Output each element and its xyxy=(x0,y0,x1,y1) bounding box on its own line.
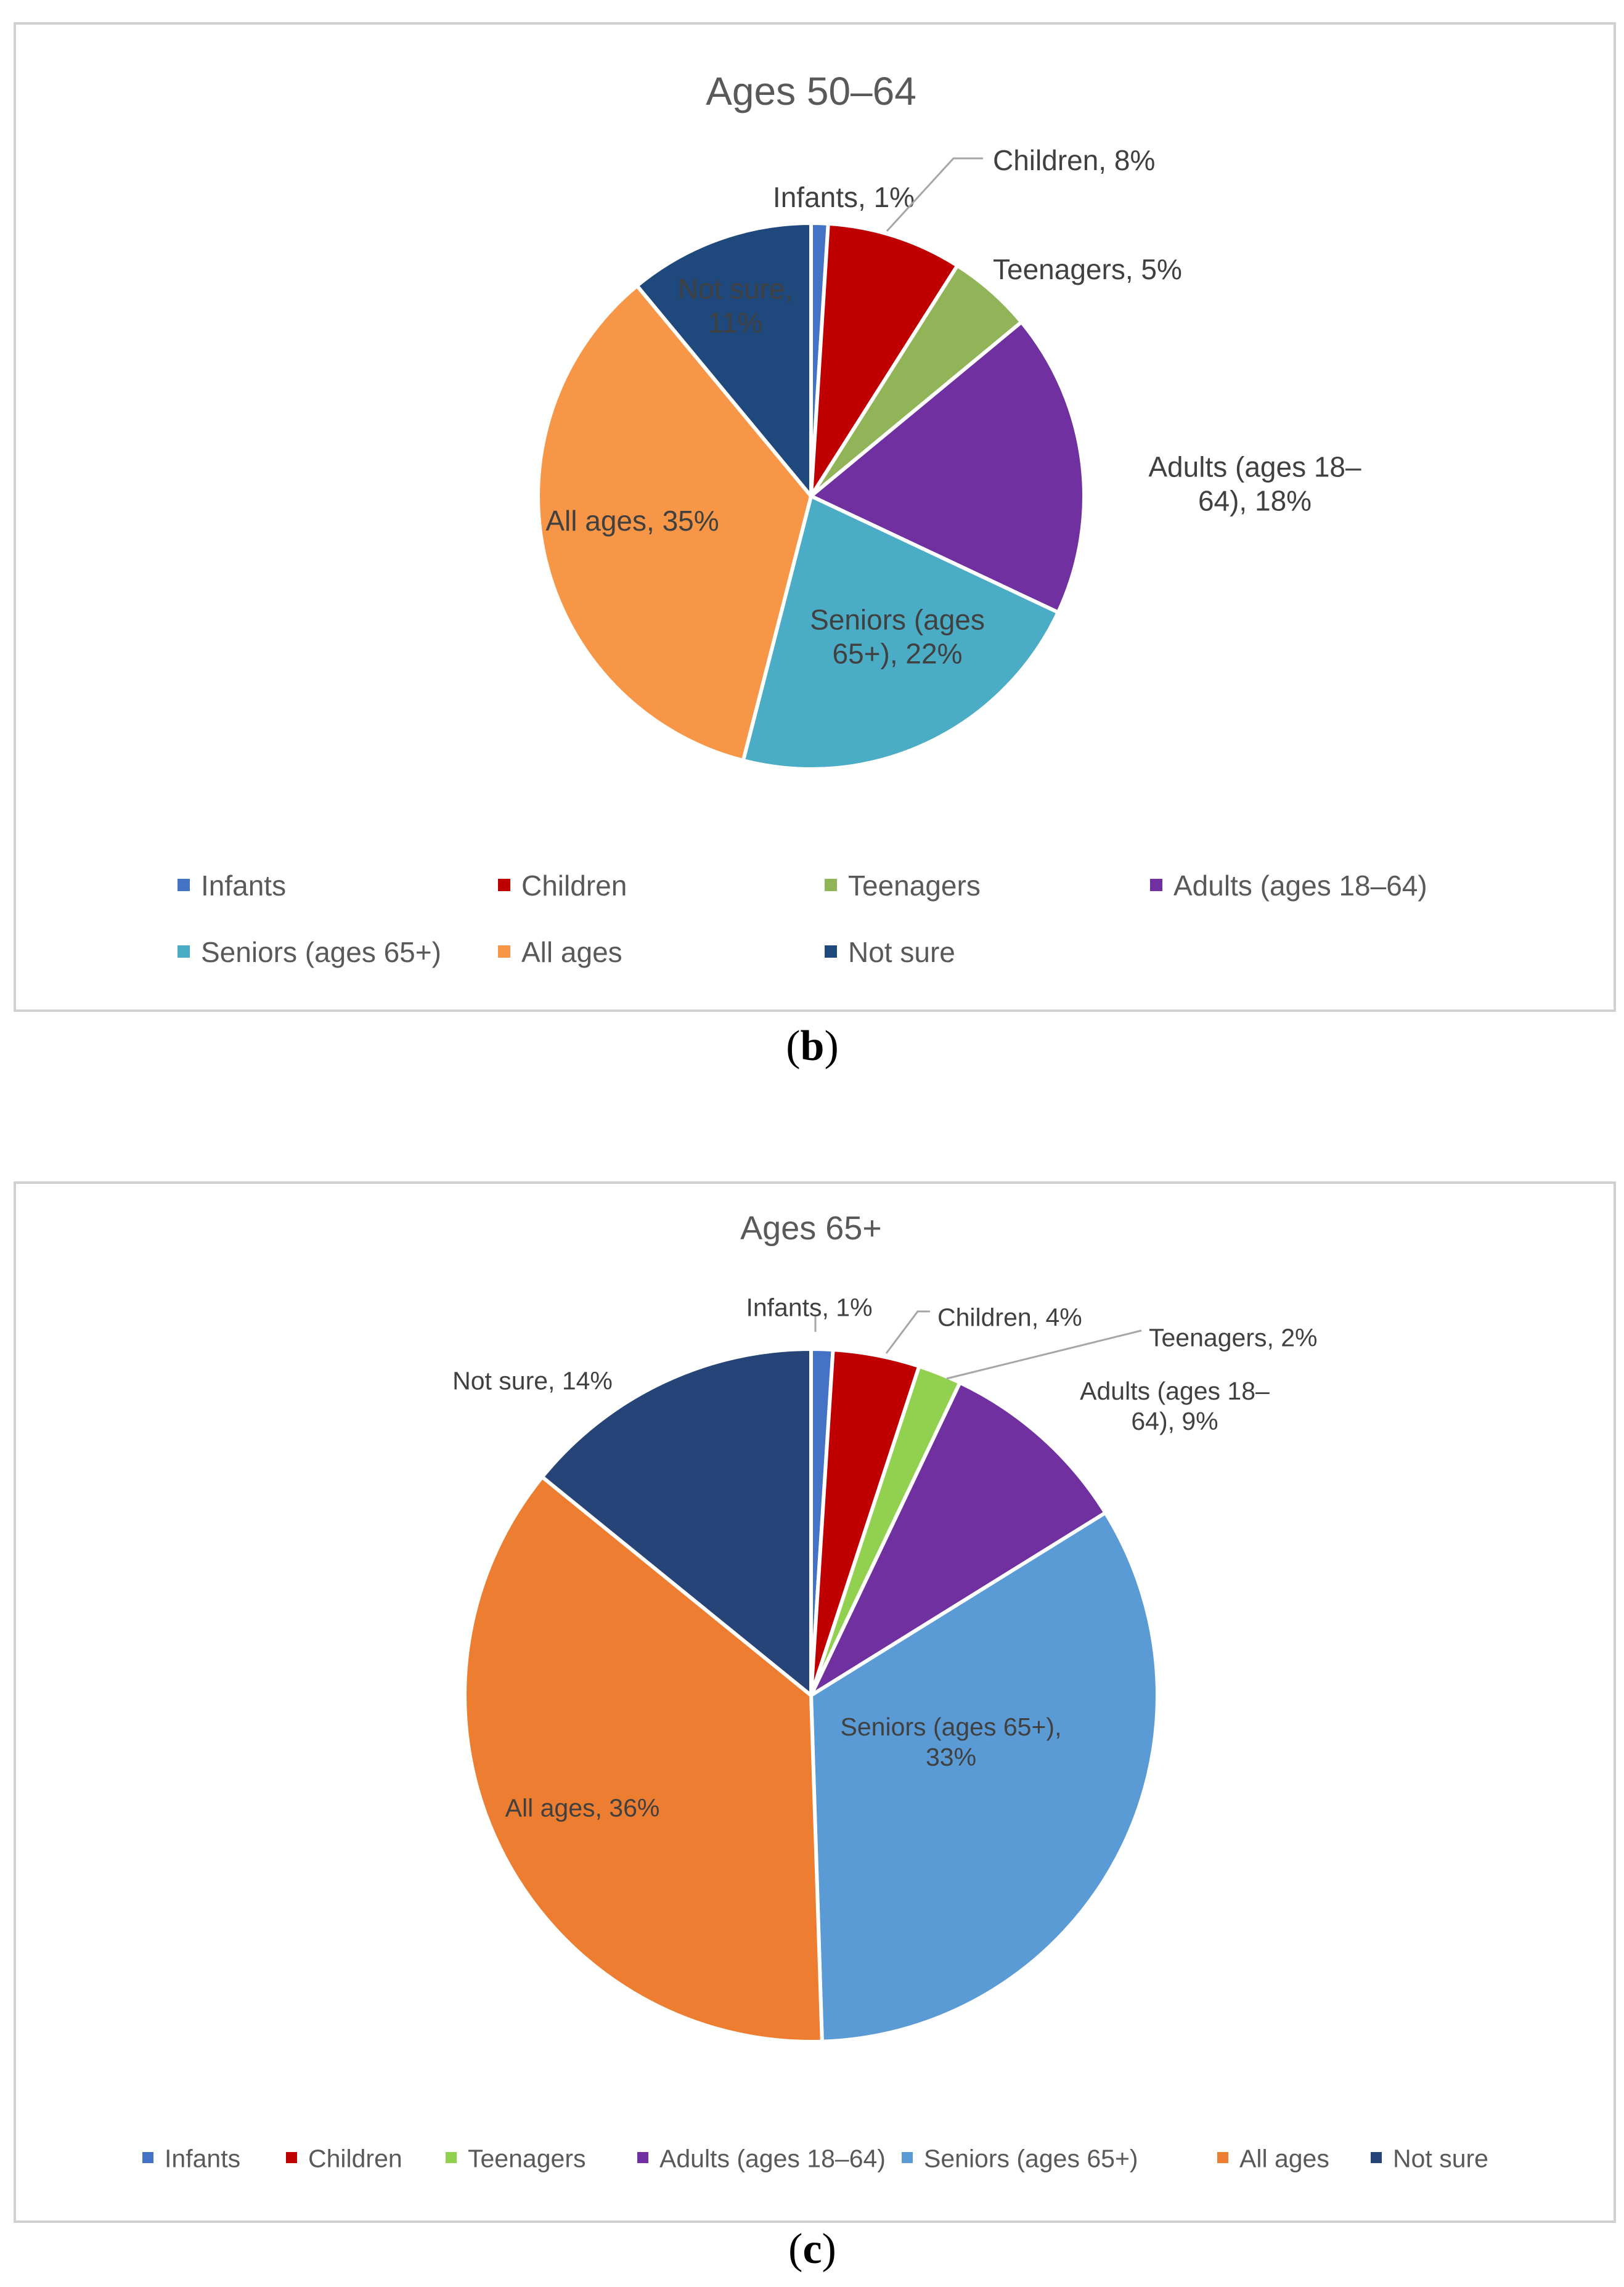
chart-b-legend-item-teenagers: Teenagers xyxy=(825,870,981,902)
chart-c-data-label-infants: Infants, 1% xyxy=(746,1293,872,1321)
chart-c-legend-item-not-sure: Not sure xyxy=(1371,2145,1488,2173)
chart-b-legend-item-not-sure: Not sure xyxy=(825,936,955,968)
chart-b-legend-item-seniors-ages-65: Seniors (ages 65+) xyxy=(177,936,441,968)
chart-b-legend-item-all-ages: All ages xyxy=(498,936,622,968)
panel-label-b: (b) xyxy=(786,1022,839,1070)
chart-b-legend-swatch-infants xyxy=(177,879,190,891)
chart-c-data-label-not-sure: Not sure, 14% xyxy=(452,1366,613,1395)
chart-c-slice-adults-ages-18-64 xyxy=(809,1380,1108,1697)
chart-c-legend-label-children: Children xyxy=(308,2145,402,2173)
chart-b-legend-item-infants: Infants xyxy=(177,870,286,902)
chart-c-legend-swatch-infants xyxy=(142,2152,153,2163)
chart-b-legend-label-seniors-ages-65: Seniors (ages 65+) xyxy=(201,936,441,968)
chart-c-data-label-all-ages: All ages, 36% xyxy=(505,1793,660,1822)
chart-c-leader-line-children xyxy=(885,1310,930,1354)
chart-c-legend-item-all-ages: All ages xyxy=(1217,2145,1329,2173)
chart-b-legend-label-teenagers: Teenagers xyxy=(848,870,981,902)
chart-b-legend-label-all-ages: All ages xyxy=(521,936,622,968)
chart-b-slice-children xyxy=(809,221,960,498)
chart-b-legend-label-adults-ages-18-64: Adults (ages 18–64) xyxy=(1173,870,1427,902)
chart-b-legend-label-children: Children xyxy=(521,870,627,902)
chart-c-title: Ages 65+ xyxy=(740,1210,882,1247)
chart-b-data-label-children: Children, 8% xyxy=(993,144,1155,176)
chart-c-legend-label-all-ages: All ages xyxy=(1239,2145,1329,2173)
panel-label-b-letter: b xyxy=(800,1022,825,1070)
chart-c-legend-label-infants: Infants xyxy=(165,2145,240,2173)
panel-label-c: (c) xyxy=(788,2225,836,2273)
chart-c-legend-item-adults-ages-18-64: Adults (ages 18–64) xyxy=(637,2145,886,2173)
chart-c-data-label-adults-ages-18-64: Adults (ages 18– 64), 9% xyxy=(1080,1377,1270,1435)
chart-b-legend-item-adults-ages-18-64: Adults (ages 18–64) xyxy=(1150,870,1427,902)
chart-c-data-label-seniors-ages-65: Seniors (ages 65+), 33% xyxy=(841,1713,1062,1771)
chart-b-slice-adults-ages-18-64 xyxy=(809,320,1086,614)
chart-b-data-label-adults-ages-18-64: Adults (ages 18– 64), 18% xyxy=(1148,451,1361,517)
chart-b-legend-label-not-sure: Not sure xyxy=(848,936,955,968)
chart-c-slice-all-ages xyxy=(463,1475,824,2044)
chart-c-slice-not-sure xyxy=(540,1347,813,1697)
chart-b-leader-line-children xyxy=(886,157,983,232)
chart-c-legend-label-not-sure: Not sure xyxy=(1393,2145,1488,2173)
chart-c-legend-item-children: Children xyxy=(286,2145,402,2173)
chart-c-legend-swatch-children xyxy=(286,2152,297,2163)
chart-panel-c: Ages 65+ Infants, 1% Children, 4% Teenagers… xyxy=(14,1181,1616,2223)
chart-b-legend-swatch-seniors-ages-65 xyxy=(177,945,190,958)
chart-b-legend-swatch-adults-ages-18-64 xyxy=(1150,879,1162,891)
chart-c-legend-swatch-adults-ages-18-64 xyxy=(637,2152,648,2163)
chart-b-slice-all-ages xyxy=(536,283,813,763)
chart-c-data-label-teenagers: Teenagers, 2% xyxy=(1149,1323,1318,1351)
chart-b-data-label-teenagers: Teenagers, 5% xyxy=(993,253,1182,285)
chart-c-legend-item-infants: Infants xyxy=(142,2145,240,2173)
chart-b-data-label-not-sure: Not sure, 11% xyxy=(678,273,793,339)
chart-b-legend-label-infants: Infants xyxy=(201,870,286,902)
chart-b-data-label-all-ages: All ages, 35% xyxy=(545,505,719,537)
chart-c-legend-swatch-not-sure xyxy=(1371,2152,1382,2163)
chart-b-legend-swatch-children xyxy=(498,879,510,891)
chart-b-legend-item-children: Children xyxy=(498,870,627,902)
chart-c-legend-item-seniors-ages-65: Seniors (ages 65+) xyxy=(902,2145,1138,2173)
chart-b-slice-not-sure xyxy=(635,221,813,498)
chart-c-legend-label-seniors-ages-65: Seniors (ages 65+) xyxy=(924,2145,1138,2173)
chart-b-legend-swatch-not-sure xyxy=(825,945,837,958)
chart-b-slice-seniors-ages-65 xyxy=(741,494,1060,771)
pie-chart-c: Ages 65+ Infants, 1% Children, 4% Teenagers… xyxy=(142,1210,1488,2173)
chart-c-legend-item-teenagers: Teenagers xyxy=(446,2145,586,2173)
chart-b-title: Ages 50–64 xyxy=(706,69,916,113)
panel-label-c-letter: c xyxy=(802,2225,822,2273)
chart-b-legend-swatch-teenagers xyxy=(825,879,837,891)
chart-c-legend-label-adults-ages-18-64: Adults (ages 18–64) xyxy=(659,2145,886,2173)
chart-b-data-label-infants: Infants, 1% xyxy=(773,181,915,213)
chart-c-legend-label-teenagers: Teenagers xyxy=(468,2145,586,2173)
chart-b-legend-swatch-all-ages xyxy=(498,945,510,958)
chart-c-legend-swatch-seniors-ages-65 xyxy=(902,2152,913,2163)
chart-c-legend-swatch-teenagers xyxy=(446,2152,457,2163)
chart-b-data-label-seniors-ages-65: Seniors (ages 65+), 22% xyxy=(810,604,985,670)
chart-c-legend-swatch-all-ages xyxy=(1217,2152,1228,2163)
chart-c-slice-seniors-ages-65 xyxy=(809,1510,1160,2044)
chart-panel-b: Ages 50–64 Infants, 1% Children, 8% Teenage… xyxy=(14,22,1616,1012)
pie-chart-b: Ages 50–64 Infants, 1% Children, 8% Teenage… xyxy=(177,69,1427,968)
chart-c-leader-line-teenagers xyxy=(946,1329,1142,1380)
chart-c-data-label-children: Children, 4% xyxy=(937,1303,1082,1331)
